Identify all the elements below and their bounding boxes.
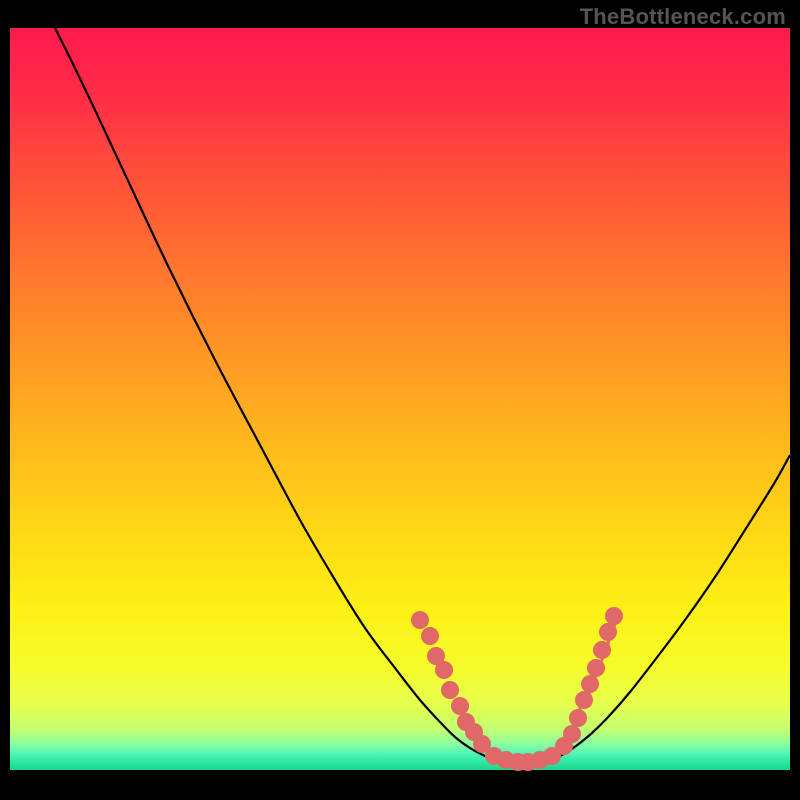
marker-dot bbox=[411, 611, 429, 629]
marker-dot bbox=[581, 675, 599, 693]
marker-dot bbox=[587, 659, 605, 677]
marker-dot bbox=[563, 725, 581, 743]
marker-dot bbox=[435, 661, 453, 679]
watermark-text: TheBottleneck.com bbox=[580, 4, 786, 30]
marker-dot bbox=[605, 607, 623, 625]
marker-dot bbox=[575, 691, 593, 709]
marker-dot bbox=[569, 709, 587, 727]
marker-dot bbox=[441, 681, 459, 699]
marker-dot bbox=[421, 627, 439, 645]
chart-plot-area bbox=[10, 28, 790, 770]
bottleneck-chart bbox=[0, 0, 800, 800]
marker-dot bbox=[599, 623, 617, 641]
marker-dot bbox=[451, 697, 469, 715]
chart-frame: TheBottleneck.com bbox=[0, 0, 800, 800]
marker-dot bbox=[593, 641, 611, 659]
